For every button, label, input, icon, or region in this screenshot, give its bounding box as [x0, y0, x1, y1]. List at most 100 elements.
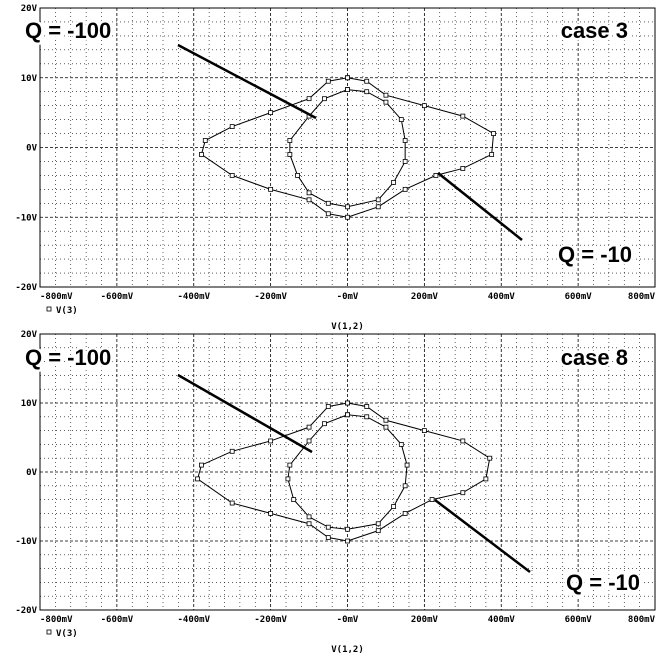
x-tick-label: -600mV: [101, 292, 134, 302]
x-tick-label: 400mV: [488, 292, 516, 302]
point-marker: [325, 404, 331, 409]
x-tick-label: -200mV: [254, 292, 287, 302]
legend-label: V(3): [56, 629, 78, 639]
point-marker: [375, 204, 381, 210]
point-marker: [433, 172, 439, 178]
point-marker: [295, 172, 300, 178]
y-tick-label: -20V: [15, 283, 37, 293]
point-marker: [306, 438, 312, 444]
point-marker: [404, 462, 410, 468]
point-marker: [345, 400, 350, 406]
point-marker: [402, 483, 408, 489]
point-marker: [402, 510, 408, 516]
annotation-pointer: [437, 172, 523, 241]
y-tick-label: 0V: [26, 468, 37, 478]
y-tick-label: 20V: [21, 330, 38, 340]
x-tick-label: -0mV: [337, 615, 359, 625]
point-marker: [285, 476, 291, 482]
point-marker: [402, 159, 408, 164]
point-marker: [375, 528, 381, 534]
point-marker: [460, 490, 466, 496]
point-marker: [268, 438, 274, 444]
x-tick-label: -400mV: [177, 615, 210, 625]
point-marker: [325, 524, 331, 530]
point-marker: [268, 186, 274, 192]
point-marker: [345, 412, 350, 418]
point-marker: [229, 124, 235, 129]
point-marker: [398, 117, 404, 122]
y-tick-label: 20V: [21, 4, 38, 14]
x-tick-label: 200mV: [411, 292, 439, 302]
x-tick-label: 600mV: [565, 292, 593, 302]
y-tick-label: -10V: [15, 537, 37, 547]
point-marker: [383, 99, 389, 105]
point-marker: [429, 497, 435, 503]
point-marker: [402, 186, 408, 192]
x-tick-label: 600mV: [565, 615, 593, 625]
point-marker: [460, 166, 466, 171]
point-marker: [306, 96, 312, 102]
point-marker: [325, 78, 331, 84]
point-marker: [391, 504, 397, 509]
annotation-label: Q = -10: [558, 242, 632, 267]
point-marker: [421, 428, 427, 434]
x-tick-label: 800mV: [628, 615, 656, 625]
point-marker: [491, 131, 496, 136]
point-marker: [268, 510, 274, 516]
point-marker: [364, 414, 370, 420]
point-marker: [364, 404, 370, 409]
legend-marker: [46, 306, 52, 312]
point-marker: [229, 500, 235, 506]
y-tick-label: 10V: [21, 74, 38, 84]
annotation-label: Q = -100: [25, 18, 111, 43]
point-marker: [306, 190, 312, 196]
x-axis-label: V(1,2): [331, 322, 364, 332]
point-marker: [325, 535, 331, 540]
point-marker: [487, 455, 493, 461]
x-tick-label: -400mV: [177, 292, 210, 302]
point-marker: [489, 152, 495, 157]
point-marker: [391, 179, 397, 185]
point-marker: [364, 78, 370, 84]
point-marker: [345, 75, 350, 81]
point-marker: [306, 521, 312, 527]
point-marker: [199, 152, 204, 157]
point-marker: [345, 214, 350, 220]
point-marker: [398, 441, 404, 447]
annotation-pointer: [177, 43, 317, 120]
point-marker: [229, 172, 235, 178]
x-tick-label: -0mV: [337, 292, 359, 302]
point-marker: [325, 211, 331, 217]
x-tick-label: -600mV: [101, 615, 134, 625]
point-marker: [229, 448, 235, 454]
point-marker: [287, 462, 293, 468]
point-marker: [364, 89, 370, 95]
point-marker: [268, 110, 274, 116]
point-marker: [345, 204, 350, 210]
annotation-pointer: [177, 373, 313, 454]
x-tick-label: -800mV: [40, 615, 73, 625]
point-marker: [460, 438, 466, 444]
point-marker: [322, 421, 327, 427]
point-marker: [402, 138, 408, 143]
x-tick-label: -200mV: [254, 615, 287, 625]
point-marker: [345, 87, 350, 93]
point-marker: [383, 417, 389, 423]
point-marker: [375, 521, 381, 527]
point-marker: [345, 526, 350, 532]
y-tick-label: 0V: [26, 144, 37, 154]
point-marker: [322, 96, 327, 102]
x-tick-label: 400mV: [488, 615, 516, 625]
legend-label: V(3): [56, 306, 78, 316]
plot-frame: [39, 7, 656, 288]
annotation-label: case 3: [561, 18, 628, 43]
point-marker: [483, 476, 489, 482]
annotation-label: Q = -100: [25, 345, 111, 370]
y-tick-label: 10V: [21, 399, 38, 409]
legend-marker: [46, 629, 52, 635]
annotation-pointer: [434, 499, 531, 573]
point-marker: [383, 92, 389, 98]
point-marker: [306, 197, 312, 203]
point-marker: [195, 476, 200, 482]
